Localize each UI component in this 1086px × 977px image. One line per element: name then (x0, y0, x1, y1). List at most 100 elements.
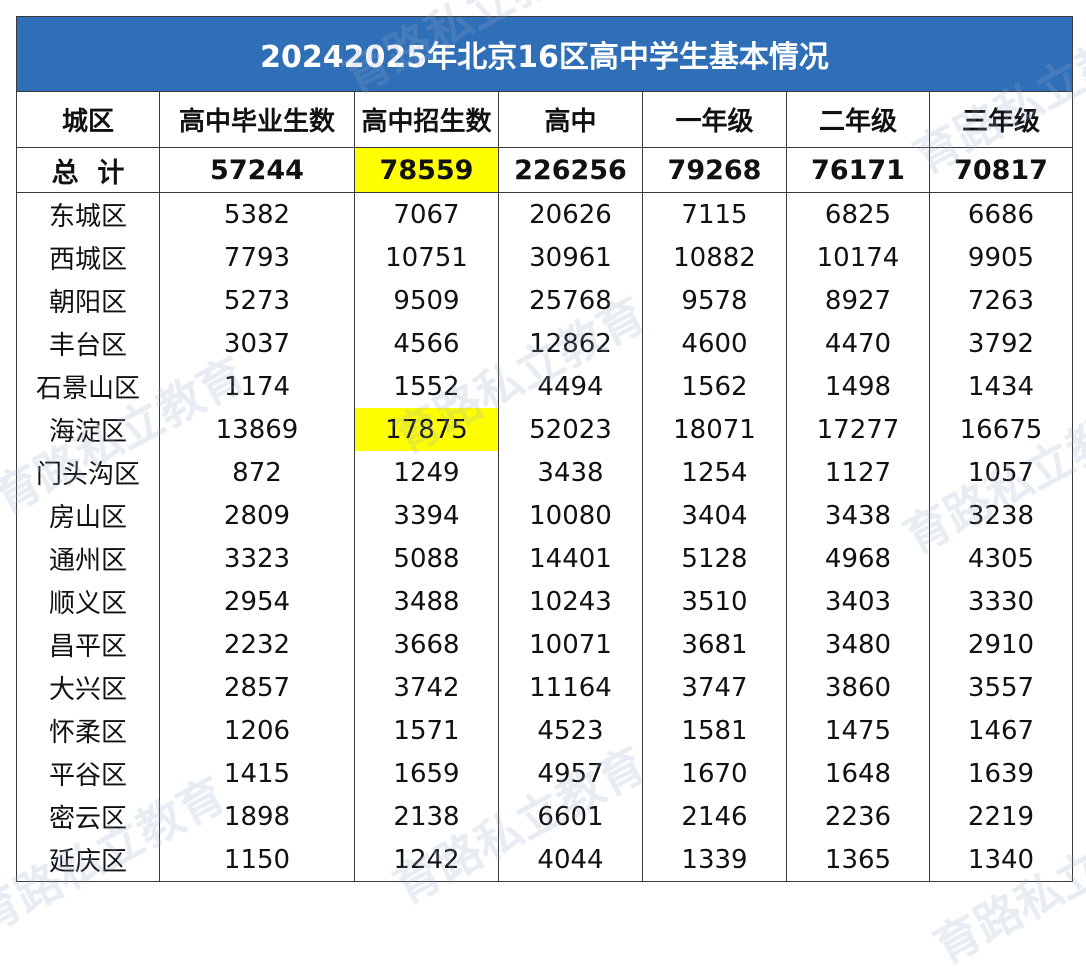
total-grade3: 70817 (928, 147, 1074, 193)
district-name: 密云区 (16, 795, 160, 838)
district-name: 大兴区 (16, 666, 160, 709)
table-cell: 3394 (354, 494, 499, 537)
table-cell: 1498 (786, 365, 930, 408)
table-cell: 1639 (928, 752, 1074, 795)
district-name: 石景山区 (16, 365, 160, 408)
table-cell: 1127 (786, 451, 930, 494)
table-cell: 1434 (928, 365, 1074, 408)
total-row: 总 计 57244 78559 226256 79268 76171 70817 (16, 147, 1074, 193)
table-cell: 10882 (642, 236, 787, 279)
district-name: 朝阳区 (16, 279, 160, 322)
table-cell: 3238 (928, 494, 1074, 537)
table-cell: 18071 (642, 408, 787, 451)
table-cell: 13869 (159, 408, 355, 451)
table-cell: 1670 (642, 752, 787, 795)
col-header-grade2: 二年级 (786, 91, 930, 148)
table-cell: 4957 (498, 752, 643, 795)
table-cell: 3037 (159, 322, 355, 365)
col-header-grade3: 三年级 (928, 91, 1074, 148)
district-name: 西城区 (16, 236, 160, 279)
table-cell: 2138 (354, 795, 499, 838)
table-cell: 3438 (498, 451, 643, 494)
table-cell: 10751 (354, 236, 499, 279)
table-cell: 1648 (786, 752, 930, 795)
table-cell: 2236 (786, 795, 930, 838)
table-cell: 3742 (354, 666, 499, 709)
table-cell: 3404 (642, 494, 787, 537)
table-cell: 1340 (928, 838, 1074, 882)
table-cell: 17277 (786, 408, 930, 451)
district-name: 通州区 (16, 537, 160, 580)
table-cell: 3488 (354, 580, 499, 623)
table-row: 东城区 5382 7067 20626 7115 6825 6686 (16, 192, 1074, 236)
table-cell: 1581 (642, 709, 787, 752)
table-cell: 3681 (642, 623, 787, 666)
table-cell: 2809 (159, 494, 355, 537)
table-cell: 6686 (928, 192, 1074, 236)
students-table: 20242025年北京16区高中学生基本情况 城区 高中毕业生数 高中招生数 高… (15, 16, 1074, 882)
table-row: 西城区 7793 10751 30961 10882 10174 9905 (16, 236, 1074, 279)
table-row: 海淀区 13869 17875 52023 18071 17277 16675 (16, 408, 1074, 451)
table-cell: 1365 (786, 838, 930, 882)
table-cell: 3438 (786, 494, 930, 537)
table-cell: 5273 (159, 279, 355, 322)
table-cell: 10071 (498, 623, 643, 666)
table-cell: 10080 (498, 494, 643, 537)
table-cell: 7115 (642, 192, 787, 236)
table-cell: 1562 (642, 365, 787, 408)
table-cell: 11164 (498, 666, 643, 709)
district-name: 房山区 (16, 494, 160, 537)
col-header-district: 城区 (16, 91, 160, 148)
table-cell: 1552 (354, 365, 499, 408)
table-cell: 3323 (159, 537, 355, 580)
table-cell: 7793 (159, 236, 355, 279)
table-cell: 4494 (498, 365, 643, 408)
col-header-graduates: 高中毕业生数 (159, 91, 355, 148)
table-cell: 4566 (354, 322, 499, 365)
table-row: 平谷区 1415 1659 4957 1670 1648 1639 (16, 752, 1074, 795)
table-cell: 1249 (354, 451, 499, 494)
table-cell: 7067 (354, 192, 499, 236)
table-cell: 8927 (786, 279, 930, 322)
total-grade1: 79268 (642, 147, 787, 193)
table-row: 延庆区 1150 1242 4044 1339 1365 1340 (16, 838, 1074, 882)
district-name: 东城区 (16, 192, 160, 236)
total-grade2: 76171 (786, 147, 930, 193)
district-name: 海淀区 (16, 408, 160, 451)
table-cell: 12862 (498, 322, 643, 365)
table-row: 石景山区 1174 1552 4494 1562 1498 1434 (16, 365, 1074, 408)
table-cell: 1206 (159, 709, 355, 752)
table-cell: 4470 (786, 322, 930, 365)
table-cell: 20626 (498, 192, 643, 236)
total-label: 总 计 (16, 147, 160, 193)
table-cell: 1254 (642, 451, 787, 494)
table-cell: 9905 (928, 236, 1074, 279)
total-enrollment: 78559 (354, 147, 499, 193)
district-name: 昌平区 (16, 623, 160, 666)
table-row: 朝阳区 5273 9509 25768 9578 8927 7263 (16, 279, 1074, 322)
col-header-enrollment: 高中招生数 (354, 91, 499, 148)
table-cell: 2954 (159, 580, 355, 623)
table-cell: 4523 (498, 709, 643, 752)
table-cell: 7263 (928, 279, 1074, 322)
table-cell: 1467 (928, 709, 1074, 752)
table-cell: 9509 (354, 279, 499, 322)
table-cell: 16675 (928, 408, 1074, 451)
table-cell: 5088 (354, 537, 499, 580)
table-cell: 1475 (786, 709, 930, 752)
district-name: 顺义区 (16, 580, 160, 623)
table-cell: 1898 (159, 795, 355, 838)
table-cell: 3668 (354, 623, 499, 666)
table-cell: 2857 (159, 666, 355, 709)
table-cell: 6825 (786, 192, 930, 236)
table-cell: 1057 (928, 451, 1074, 494)
table-row: 密云区 1898 2138 6601 2146 2236 2219 (16, 795, 1074, 838)
table-cell: 52023 (498, 408, 643, 451)
table-cell: 4600 (642, 322, 787, 365)
district-name: 丰台区 (16, 322, 160, 365)
total-highschool: 226256 (498, 147, 643, 193)
table-cell: 1571 (354, 709, 499, 752)
table-cell: 3860 (786, 666, 930, 709)
table-cell: 14401 (498, 537, 643, 580)
table-row: 丰台区 3037 4566 12862 4600 4470 3792 (16, 322, 1074, 365)
